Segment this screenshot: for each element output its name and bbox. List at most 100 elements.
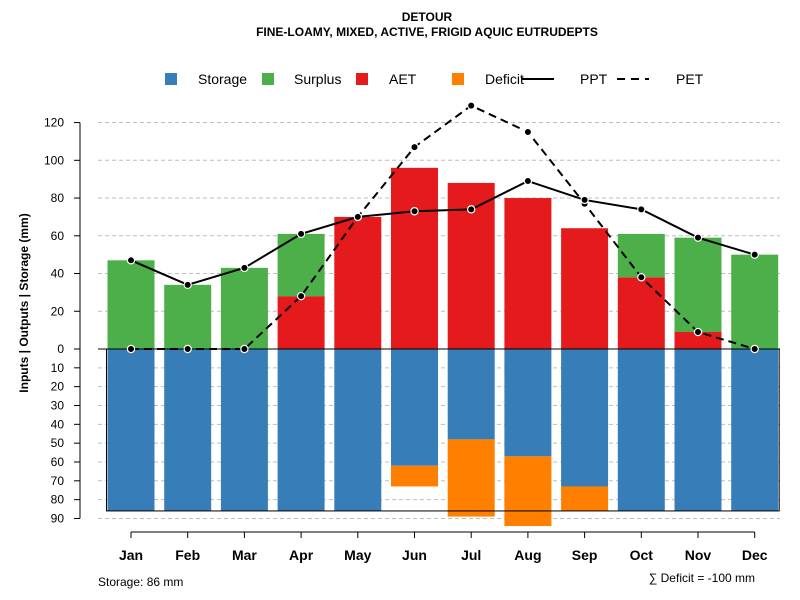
chart-subtitle: FINE-LOAMY, MIXED, ACTIVE, FRIGID AQUIC … — [256, 25, 598, 39]
y-top-120-label: 120 — [44, 116, 64, 130]
ppt-point-aug — [523, 176, 533, 186]
y-bottom-80-label: 80 — [51, 493, 65, 507]
x-label-jul: Jul — [461, 547, 481, 563]
y-bottom-10-label: 10 — [51, 361, 65, 375]
x-label-mar: Mar — [232, 547, 257, 563]
bar-surplus-mar — [220, 267, 268, 349]
bar-storage-aug — [504, 349, 552, 457]
pet-point-dec — [750, 344, 759, 354]
ppt-point-jul — [467, 205, 476, 214]
y-top-60-label: 60 — [51, 229, 65, 243]
legend-swatch-surplus — [262, 73, 274, 85]
x-label-dec: Dec — [742, 547, 768, 563]
axes: 0 20 40 60 80 100 120 10 20 30 40 50 60 70 80 90 Jan Feb M… — [44, 116, 768, 563]
grid — [98, 122, 780, 519]
bar-aet-aug — [504, 198, 552, 349]
bar-aet-sep — [561, 228, 609, 349]
y-bottom-70-label: 70 — [51, 474, 65, 488]
bar-storage-may — [334, 349, 382, 511]
x-label-may: May — [344, 547, 371, 563]
bar-surplus-nov — [674, 237, 722, 333]
ppt-point-apr — [296, 229, 306, 239]
y-bottom-30-label: 30 — [51, 398, 65, 412]
pet-point-oct — [637, 273, 646, 282]
legend: Storage Surplus AET Deficit PPT PET — [165, 71, 704, 87]
ppt-point-dec — [750, 250, 759, 259]
storage-footer: Storage: 86 mm — [98, 575, 183, 589]
bar-storage-sep — [561, 349, 609, 487]
bar-aet-apr — [277, 296, 325, 349]
y-top-20-label: 20 — [51, 304, 65, 318]
ppt-point-mar — [240, 263, 249, 273]
bar-deficit-aug — [504, 456, 552, 527]
bar-deficit-sep — [561, 486, 609, 511]
pet-point-apr — [296, 291, 306, 301]
pet-point-jun — [410, 142, 419, 152]
bar-storage-jul — [447, 349, 495, 440]
y-bottom-60-label: 60 — [51, 455, 65, 469]
x-label-nov: Nov — [685, 547, 712, 563]
x-label-oct: Oct — [630, 547, 654, 563]
legend-label-aet: AET — [389, 71, 417, 87]
legend-swatch-deficit — [452, 73, 464, 85]
ppt-point-oct — [637, 205, 646, 214]
x-label-jan: Jan — [119, 547, 143, 563]
bars — [98, 167, 780, 527]
x-label-sep: Sep — [572, 547, 598, 563]
bar-storage-nov — [674, 349, 722, 511]
legend-swatch-storage — [165, 73, 177, 85]
ppt-point-sep — [580, 195, 589, 205]
bar-surplus-feb — [164, 284, 212, 349]
bar-storage-dec — [731, 349, 779, 511]
ppt-point-may — [353, 212, 362, 222]
bar-aet-may — [334, 216, 382, 349]
bar-aet-jun — [391, 167, 438, 349]
y-top-100-label: 100 — [44, 153, 64, 167]
bar-deficit-jun — [391, 465, 438, 487]
legend-swatch-aet — [356, 73, 368, 85]
pet-point-aug — [523, 127, 533, 137]
legend-label-storage: Storage — [198, 71, 247, 87]
pet-point-feb — [183, 344, 192, 354]
legend-label-ppt: PPT — [580, 71, 608, 87]
bar-storage-feb — [164, 349, 212, 511]
x-label-feb: Feb — [175, 547, 200, 563]
y-bottom-50-label: 50 — [51, 436, 65, 450]
x-label-jun: Jun — [402, 547, 427, 563]
bar-storage-jan — [107, 349, 155, 511]
ppt-line — [130, 179, 755, 286]
y-bottom-40-label: 40 — [51, 417, 65, 431]
bar-storage-apr — [277, 349, 325, 511]
pet-point-mar — [240, 344, 249, 354]
ppt-point-nov — [693, 233, 703, 242]
bar-storage-mar — [220, 349, 268, 511]
pet-point-jul — [467, 101, 476, 110]
y-top-80-label: 80 — [51, 191, 65, 205]
legend-label-pet: PET — [676, 71, 704, 87]
y-top-0-label: 0 — [57, 342, 64, 356]
deficit-footer: ∑ Deficit = -100 mm — [649, 571, 755, 585]
bar-deficit-jul — [447, 439, 495, 517]
legend-label-surplus: Surplus — [294, 71, 341, 87]
y-bottom-20-label: 20 — [51, 380, 65, 394]
bar-storage-jun — [391, 349, 438, 466]
x-label-apr: Apr — [289, 547, 314, 563]
y-bottom-90-label: 90 — [51, 511, 65, 525]
ppt-point-feb — [183, 280, 192, 290]
series-lines — [126, 101, 759, 354]
bar-aet-oct — [617, 277, 665, 349]
bar-surplus-jan — [107, 260, 155, 349]
bar-storage-oct — [617, 349, 665, 511]
pet-line — [131, 104, 755, 350]
y-top-40-label: 40 — [51, 267, 65, 281]
bar-surplus-dec — [731, 254, 779, 349]
x-label-aug: Aug — [514, 547, 541, 563]
pet-point-jan — [126, 344, 136, 354]
y-axis-label: Inputs | Outputs | Storage (mm) — [17, 213, 31, 392]
pet-point-nov — [693, 327, 703, 337]
ppt-point-jun — [410, 207, 419, 216]
legend-label-deficit: Deficit — [485, 71, 524, 87]
chart-title: DETOUR — [402, 10, 453, 24]
ppt-point-jan — [126, 256, 136, 265]
